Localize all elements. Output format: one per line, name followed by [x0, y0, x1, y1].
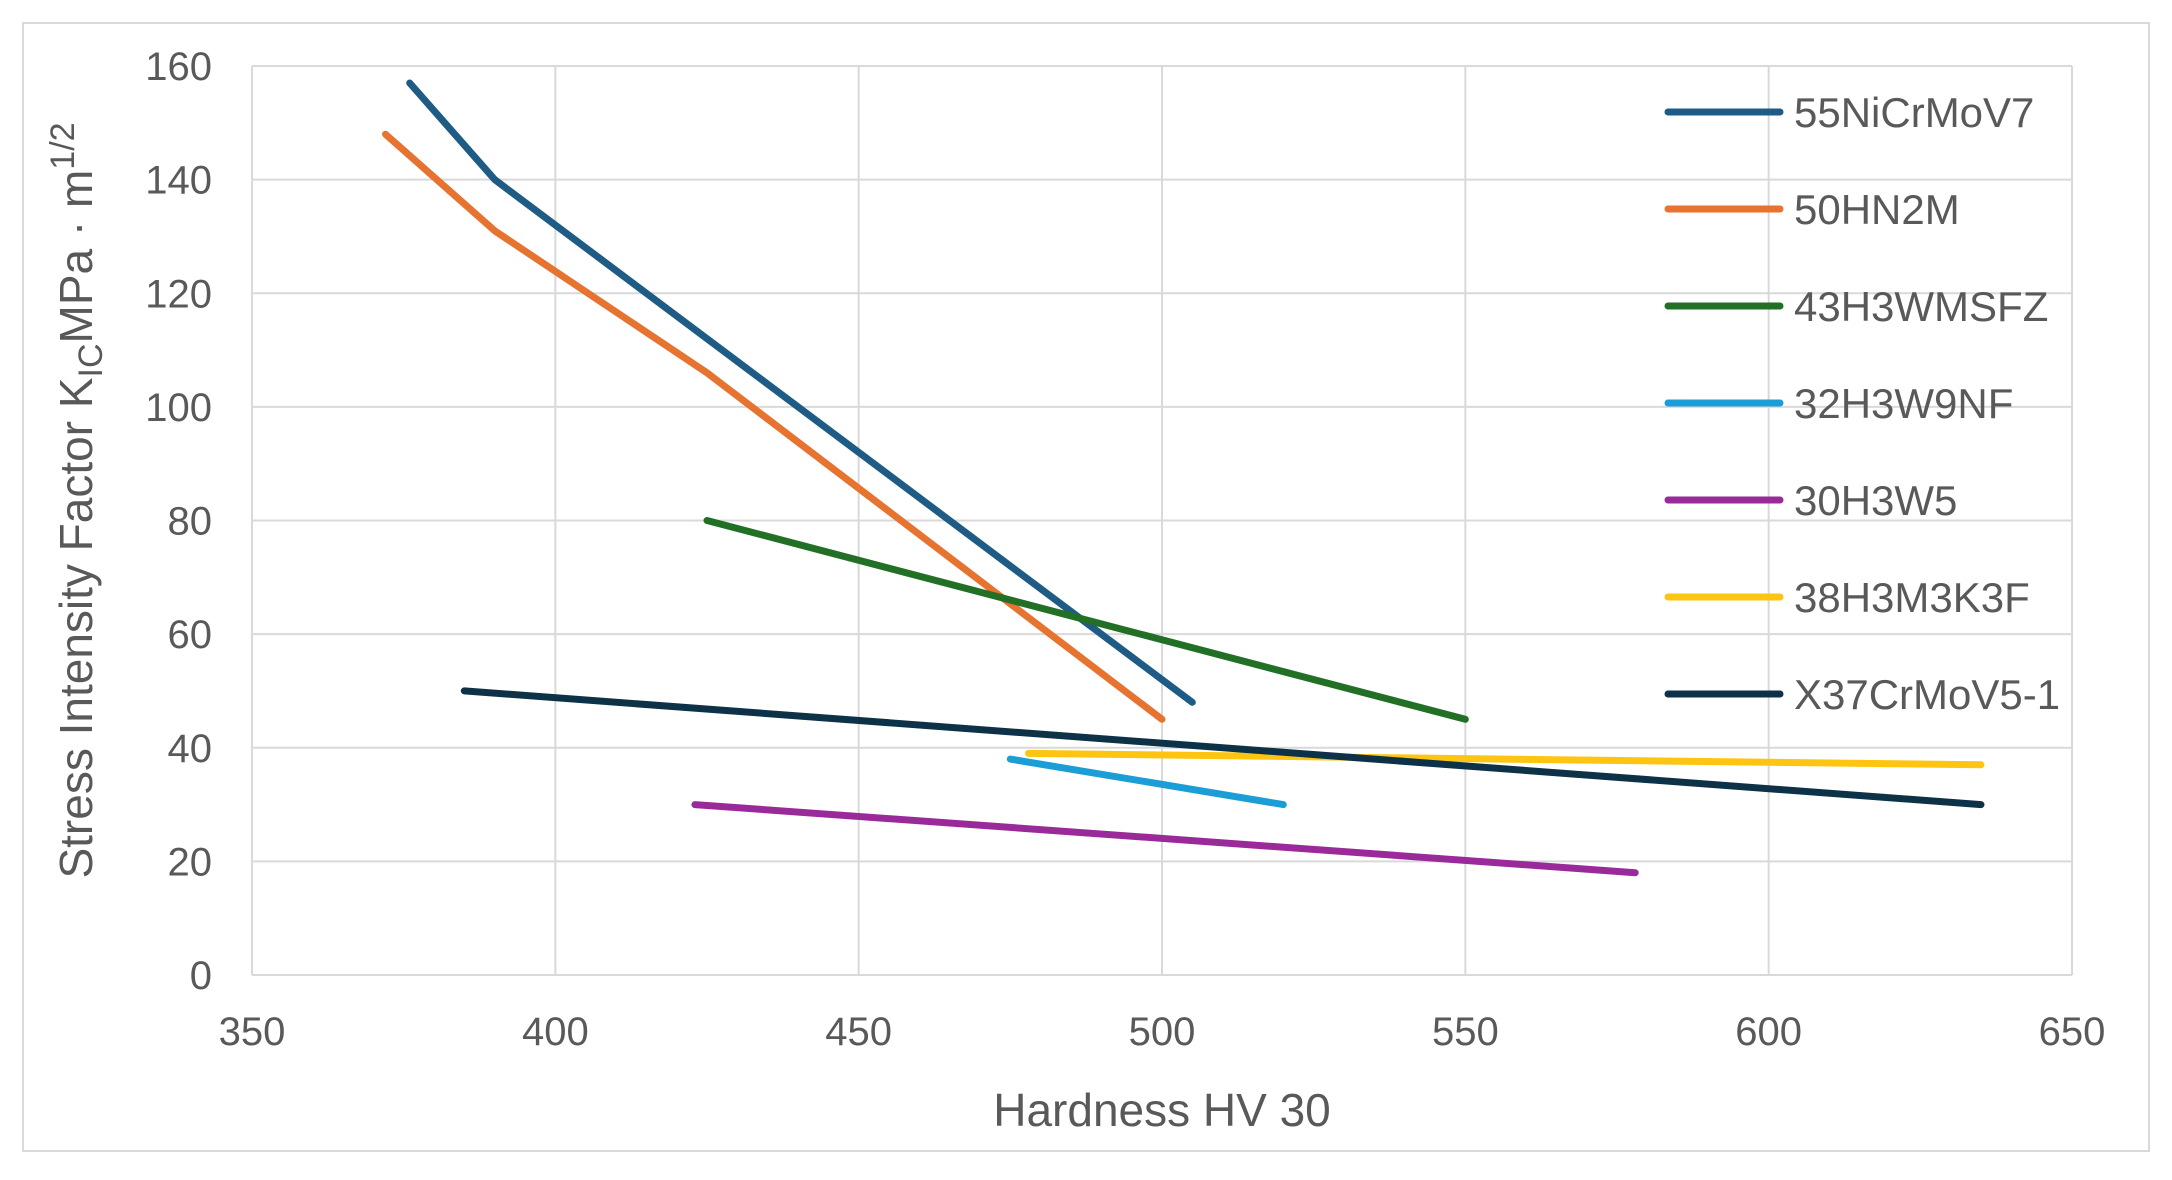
- legend-label-50hn2m: 50HN2M: [1794, 186, 1960, 233]
- y-tick-label: 160: [145, 45, 212, 89]
- y-axis-title-superscript: 1/2: [44, 122, 82, 169]
- legend-label-32h3w9nf: 32H3W9NF: [1794, 380, 2013, 427]
- x-tick-label: 650: [2039, 1010, 2106, 1054]
- chart-frame: [22, 22, 2150, 1152]
- legend: 55NiCrMoV7 50HN2M 43H3WMSFZ 32H3W9NF 30H3W5 3…: [1664, 89, 2060, 718]
- series-lines: [382, 79, 1985, 877]
- y-axis-title-main: Stress Intensity Factor K: [50, 377, 102, 878]
- series-line-32h3w9nf: [1006, 755, 1287, 809]
- series-line-50hn2m: [382, 130, 1166, 723]
- y-axis-title-unit: MPa · m: [50, 170, 102, 344]
- legend-label-38h3m3k3f: 38H3M3K3F: [1794, 574, 2030, 621]
- legend-label-43h3wmsfz: 43H3WMSFZ: [1794, 283, 2048, 330]
- x-tick-label: 600: [1735, 1010, 1802, 1054]
- series-line-x37crmov5-1: [460, 687, 1985, 809]
- series-line-55nicrmov7: [406, 79, 1196, 706]
- y-tick-label: 100: [145, 386, 212, 430]
- y-axis-title: Stress Intensity Factor KICMPa · m1/2: [44, 122, 110, 878]
- series-line-30h3w5: [691, 801, 1639, 877]
- series-line-43h3wmsfz: [703, 517, 1469, 723]
- x-tick-label: 350: [219, 1010, 286, 1054]
- x-tick-label: 500: [1129, 1010, 1196, 1054]
- y-tick-label: 60: [168, 613, 213, 657]
- y-tick-label: 80: [168, 500, 213, 544]
- tick-labels: 0 20 40 60 80 100 120 140 160 350 400 450 500 550 600 6…: [145, 45, 2105, 1054]
- legend-label-55nicrmov7: 55NiCrMoV7: [1794, 89, 2034, 136]
- legend-label-x37crmov5-1: X37CrMoV5-1: [1794, 671, 2060, 718]
- y-tick-label: 140: [145, 159, 212, 203]
- x-tick-label: 400: [522, 1010, 589, 1054]
- y-tick-label: 0: [190, 954, 212, 998]
- y-tick-label: 20: [168, 840, 213, 884]
- legend-label-30h3w5: 30H3W5: [1794, 477, 1957, 524]
- y-axis-title-subscript: IC: [72, 343, 110, 377]
- x-tick-label: 450: [825, 1010, 892, 1054]
- grid: [251, 65, 2073, 976]
- y-tick-label: 120: [145, 272, 212, 316]
- y-tick-label: 40: [168, 727, 213, 771]
- x-tick-label: 550: [1432, 1010, 1499, 1054]
- x-axis-title: Hardness HV 30: [993, 1084, 1331, 1136]
- series-line-38h3m3k3f: [1025, 749, 1985, 769]
